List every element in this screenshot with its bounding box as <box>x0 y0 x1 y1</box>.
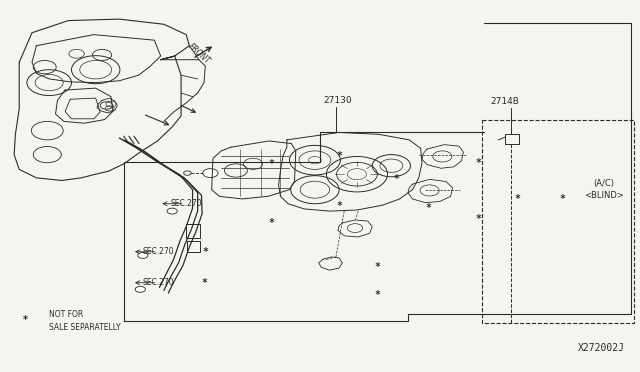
Text: NOT FOR
SALE SEPARATELLY: NOT FOR SALE SEPARATELLY <box>49 310 121 331</box>
Text: *: * <box>515 194 520 204</box>
Text: *: * <box>268 159 274 169</box>
Text: SEC.270: SEC.270 <box>143 247 175 256</box>
Circle shape <box>167 208 177 214</box>
Bar <box>505 134 519 144</box>
Circle shape <box>203 169 218 177</box>
Text: *: * <box>201 278 207 288</box>
Circle shape <box>135 286 145 292</box>
Text: *: * <box>475 158 481 168</box>
Text: FRONT: FRONT <box>186 42 212 66</box>
Text: *: * <box>268 218 274 228</box>
Text: X272002J: X272002J <box>577 343 625 353</box>
Text: (A/C)
<BLIND>: (A/C) <BLIND> <box>584 179 623 200</box>
Text: *: * <box>336 151 342 161</box>
Text: *: * <box>23 315 28 325</box>
Bar <box>186 224 200 238</box>
Text: *: * <box>559 194 565 204</box>
Text: SEC.270: SEC.270 <box>143 278 175 287</box>
Text: *: * <box>475 214 481 224</box>
Text: SEC.270: SEC.270 <box>170 199 202 208</box>
Text: 27130: 27130 <box>323 96 352 105</box>
Text: *: * <box>202 247 208 257</box>
Text: 2714B: 2714B <box>491 97 520 106</box>
Text: *: * <box>426 203 431 213</box>
Text: *: * <box>374 290 380 300</box>
Circle shape <box>138 253 148 259</box>
Text: *: * <box>336 201 342 211</box>
Bar <box>188 241 200 252</box>
Bar <box>483 119 634 323</box>
Text: *: * <box>374 262 380 272</box>
Text: *: * <box>394 174 399 184</box>
